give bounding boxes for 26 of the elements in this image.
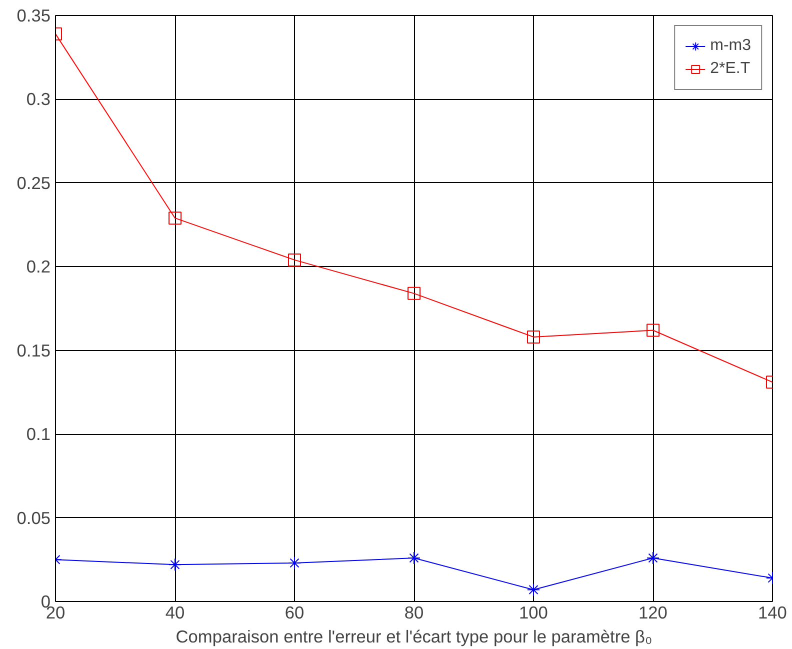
legend-label: m-m3 [710, 37, 751, 55]
point [527, 583, 540, 596]
x-tick-label: 80 [404, 602, 424, 622]
x-tick-label: 60 [284, 602, 304, 622]
y-tick-label: 0.25 [16, 172, 51, 193]
point [646, 551, 660, 564]
y-tick-label: 0.05 [16, 508, 51, 528]
y-tick-label: 0.15 [16, 340, 51, 360]
point [527, 330, 540, 344]
y-tick-label: 0.1 [26, 424, 51, 444]
point [168, 212, 182, 225]
point [168, 558, 182, 572]
y-tick-label: 0.2 [26, 256, 51, 277]
point [646, 324, 660, 337]
point [408, 551, 420, 564]
x-tick-label: 120 [638, 602, 668, 622]
legend-label: 2*E.T [710, 60, 750, 78]
x-tick-label: 100 [519, 602, 548, 622]
y-tick-label: 0.3 [26, 89, 51, 110]
x-tick-label: 140 [758, 602, 787, 622]
point [408, 286, 420, 300]
x-tick-label: 40 [165, 602, 185, 622]
point [288, 253, 301, 266]
x-axis-title: Comparaison entre l'erreur et l'écart type pour le paramètre β₀ [176, 626, 652, 646]
point [288, 556, 301, 570]
y-tick-label: 0.35 [16, 6, 51, 26]
